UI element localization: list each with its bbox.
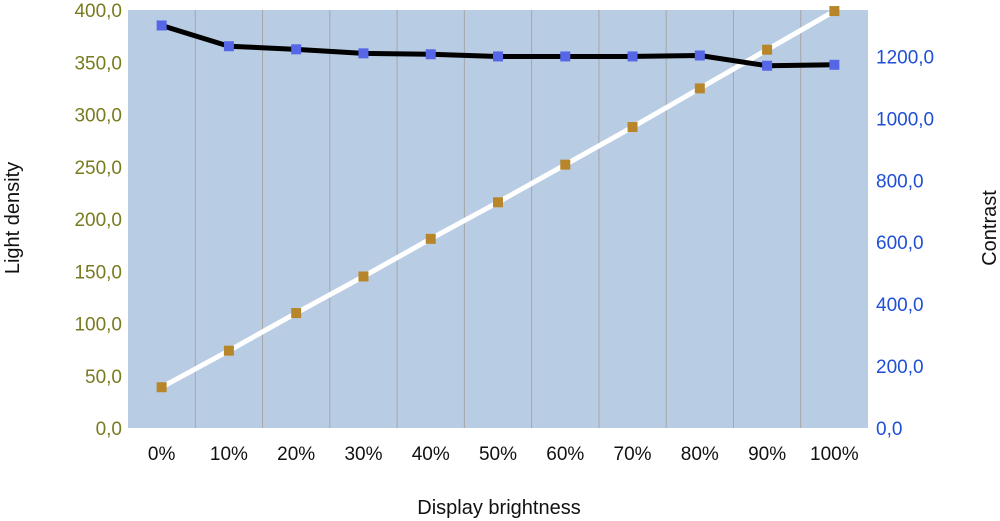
x-tick-label: 40%	[412, 444, 450, 465]
right-tick-label: 200,0	[876, 357, 924, 378]
series-2-marker	[223, 41, 234, 52]
right-tick-label: 800,0	[876, 171, 924, 192]
series-1-marker	[493, 197, 503, 208]
series-1-marker	[425, 233, 436, 244]
right-tick-label: 400,0	[876, 295, 924, 316]
series-1-marker	[291, 308, 302, 319]
series-1-marker	[358, 271, 369, 282]
x-tick-label: 80%	[681, 444, 719, 465]
x-tick-label: 0%	[148, 444, 176, 465]
left-axis-title: Light density	[2, 162, 24, 274]
right-tick-label: 600,0	[876, 233, 924, 254]
left-tick-label: 400,0	[74, 1, 122, 22]
series-2-marker	[358, 48, 369, 59]
left-tick-label: 350,0	[74, 53, 122, 74]
series-2-marker	[627, 51, 638, 62]
x-tick-label: 50%	[479, 444, 517, 465]
left-tick-label: 200,0	[74, 210, 122, 231]
series-2-marker	[694, 50, 705, 61]
series-2-marker	[291, 44, 302, 55]
series-2-marker	[762, 60, 773, 71]
x-axis-ticks: 0% 10% 20% 30% 40% 50% 60% 70% 80% 90% 100%	[148, 444, 859, 465]
series-2-marker	[829, 59, 840, 70]
x-tick-label: 100%	[810, 444, 859, 465]
series-2-marker	[493, 51, 503, 62]
left-tick-label: 250,0	[74, 158, 122, 179]
x-tick-label: 10%	[210, 444, 248, 465]
x-tick-label: 90%	[748, 444, 786, 465]
series-1-marker	[156, 382, 167, 393]
left-axis-ticks: 0,0 50,0 100,0 150,0 200,0 250,0 300,0 350,0 400…	[74, 1, 122, 440]
left-tick-label: 300,0	[74, 106, 122, 127]
left-tick-label: 0,0	[96, 419, 122, 440]
right-tick-label: 1000,0	[876, 109, 934, 130]
series-2-marker	[425, 49, 436, 60]
series-1-marker	[762, 44, 773, 55]
series-1-marker	[829, 6, 840, 17]
x-tick-label: 20%	[277, 444, 315, 465]
left-tick-label: 100,0	[74, 315, 122, 336]
x-tick-label: 60%	[546, 444, 584, 465]
left-tick-label: 150,0	[74, 262, 122, 283]
series-1-marker	[560, 159, 571, 170]
series-layer	[156, 6, 840, 393]
right-axis-title: Contrast	[979, 190, 1000, 266]
series-2-marker	[560, 51, 571, 62]
plot-area	[128, 10, 868, 428]
x-tick-label: 70%	[614, 444, 652, 465]
series-1-marker	[627, 122, 638, 133]
right-tick-label: 0,0	[876, 419, 902, 440]
right-axis-ticks: 0,0 200,0 400,0 600,0 800,0 1000,0 1200,0	[876, 47, 934, 440]
left-tick-label: 50,0	[85, 367, 122, 388]
series-1-marker	[694, 83, 705, 94]
x-axis-title: Display brightness	[417, 497, 580, 519]
series-2-marker	[156, 20, 167, 31]
right-tick-label: 1200,0	[876, 47, 934, 68]
x-tick-label: 30%	[344, 444, 382, 465]
series-1-marker	[223, 345, 234, 356]
